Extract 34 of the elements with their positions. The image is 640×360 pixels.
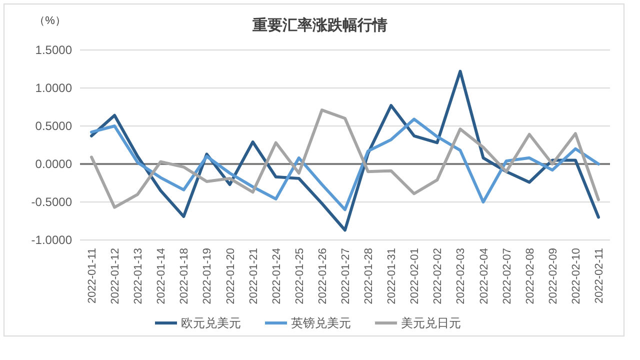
x-tick-label: 2022-02-09 (547, 248, 560, 304)
x-tick-label: 2022-01-27 (340, 248, 352, 304)
y-tick-label: -0.5000 (31, 195, 72, 209)
x-tick-label: 2022-01-28 (363, 248, 376, 304)
x-tick-label: 2022-01-21 (248, 248, 260, 304)
chart-title: 重要汇率涨跌幅行情 (252, 16, 388, 34)
x-tick-label: 2022-01-12 (110, 248, 122, 304)
legend-label: 美元兑日元 (401, 316, 461, 330)
y-tick-label: 0.0000 (35, 157, 72, 171)
x-tick-label: 2022-02-07 (501, 248, 514, 304)
legend-label: 欧元兑美元 (181, 316, 241, 330)
y-tick-label: 1.0000 (35, 81, 72, 95)
x-tick-label: 2022-01-25 (294, 248, 306, 304)
x-tick-label: 2022-02-01 (409, 248, 422, 304)
x-tick-label: 2022-01-14 (156, 248, 168, 304)
x-tick-label: 2022-02-03 (455, 248, 468, 304)
x-tick-label: 2022-01-19 (202, 248, 214, 304)
x-tick-label: 2022-02-11 (593, 248, 606, 304)
x-tick-label: 2022-01-26 (316, 248, 329, 304)
y-axis-title: （%） (34, 15, 66, 27)
x-tick-label: 2022-02-10 (570, 248, 582, 304)
x-tick-label: 2022-01-18 (178, 248, 191, 304)
x-tick-label: 2022-01-31 (386, 248, 398, 304)
x-tick-label: 2022-02-08 (524, 248, 536, 304)
x-tick-label: 2022-01-13 (132, 248, 145, 304)
x-tick-label: 2022-01-11 (86, 248, 99, 304)
y-tick-label: -1.0000 (31, 233, 72, 247)
y-tick-label: 0.5000 (35, 119, 72, 133)
x-tick-label: 2022-01-20 (224, 248, 237, 304)
y-tick-label: 1.5000 (35, 43, 72, 57)
x-tick-label: 2022-01-24 (270, 248, 283, 304)
legend-label: 英镑兑美元 (291, 316, 351, 330)
x-tick-label: 2022-02-04 (478, 248, 490, 304)
x-tick-label: 2022-02-02 (432, 248, 444, 304)
